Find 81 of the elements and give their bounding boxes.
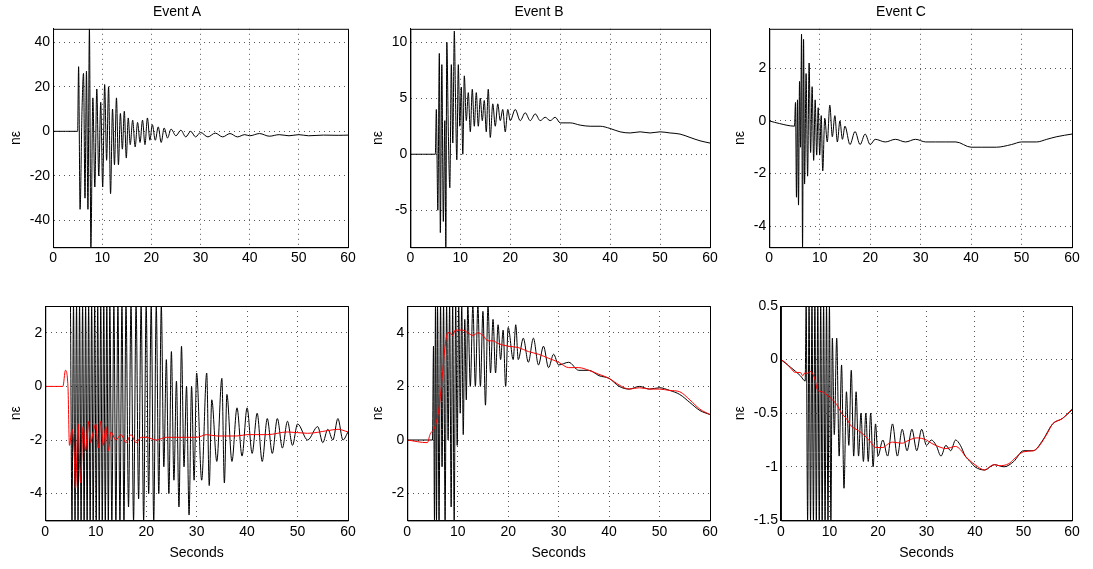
x-tick-label: 10 <box>452 249 469 266</box>
x-axis-title: Seconds <box>899 544 954 561</box>
y-tick-label: 0 <box>758 111 767 128</box>
y-tick-label: 0 <box>396 430 405 447</box>
x-tick-label: 10 <box>94 249 111 266</box>
y-tick-label: 2 <box>396 377 405 394</box>
x-tick-label: 50 <box>651 522 668 539</box>
y-tick-label: 5 <box>399 89 408 106</box>
y-tick-label: 2 <box>758 59 767 76</box>
y-tick-label: -20 <box>29 166 51 183</box>
x-tick-label: 50 <box>652 249 669 266</box>
y-axis-title: nε <box>7 130 24 146</box>
x-tick-label: 40 <box>241 249 258 266</box>
y-tick-label: -1 <box>765 457 779 474</box>
x-tick-label: 40 <box>963 249 980 266</box>
y-tick-label: 40 <box>34 33 51 50</box>
x-tick-label: 40 <box>239 522 256 539</box>
line-series <box>407 306 710 521</box>
y-tick-label: -5 <box>394 201 408 218</box>
x-tick-label: 20 <box>862 249 879 266</box>
x-tick-label: 10 <box>821 522 838 539</box>
x-tick-label: 50 <box>1013 249 1030 266</box>
y-tick-label: -4 <box>29 484 43 501</box>
x-tick-label: 30 <box>550 522 567 539</box>
x-tick-label: 60 <box>1064 522 1080 539</box>
x-tick-label: 20 <box>502 249 519 266</box>
x-tick-label: 20 <box>138 522 155 539</box>
x-tick-label: 30 <box>552 249 569 266</box>
chart-title: Event B <box>514 3 564 20</box>
y-tick-label: -4 <box>753 217 767 234</box>
y-axis-title: nε <box>369 406 386 421</box>
y-tick-label: 10 <box>391 33 408 50</box>
line-series <box>407 329 710 444</box>
line-series <box>780 306 1072 521</box>
y-tick-label: 0 <box>42 122 51 139</box>
y-tick-label: -2 <box>753 164 767 181</box>
y-axis-title: nε <box>731 130 748 146</box>
x-tick-label: 40 <box>602 249 619 266</box>
x-tick-label: 10 <box>811 249 828 266</box>
x-tick-label: 30 <box>188 522 205 539</box>
x-tick-label: 30 <box>192 249 209 266</box>
line-series <box>45 369 348 489</box>
x-tick-label: 20 <box>870 522 886 539</box>
x-tick-label: 50 <box>291 249 307 266</box>
y-tick-label: -1.5 <box>753 511 779 528</box>
x-tick-label: 60 <box>340 249 356 266</box>
x-tick-label: 40 <box>601 522 618 539</box>
y-axis-title: nε <box>731 406 748 421</box>
y-tick-label: -40 <box>29 211 51 228</box>
x-tick-label: 60 <box>1064 249 1080 266</box>
y-tick-label: 2 <box>34 323 43 340</box>
y-tick-label: -2 <box>391 484 405 501</box>
x-tick-label: 60 <box>340 522 356 539</box>
y-tick-label: 4 <box>396 323 405 340</box>
y-tick-label: 20 <box>34 77 51 94</box>
x-tick-label: 10 <box>449 522 466 539</box>
line-series <box>780 359 1072 471</box>
y-axis-title: nε <box>369 130 386 146</box>
y-tick-label: 0 <box>34 377 43 394</box>
chart-title: Event A <box>152 3 202 20</box>
x-tick-label: 20 <box>500 522 517 539</box>
x-tick-label: 20 <box>143 249 160 266</box>
x-tick-label: 50 <box>289 522 306 539</box>
line-series <box>53 28 348 248</box>
x-tick-label: 30 <box>912 249 929 266</box>
chart-title: Event C <box>876 3 926 20</box>
y-tick-label: 0 <box>770 350 779 367</box>
x-tick-label: 50 <box>1015 522 1032 539</box>
x-tick-label: 60 <box>702 522 718 539</box>
line-series <box>410 30 710 248</box>
y-tick-label: -2 <box>29 430 43 447</box>
x-tick-label: 10 <box>87 522 104 539</box>
y-axis-title: nε <box>7 406 24 421</box>
x-axis-title: Seconds <box>531 544 586 561</box>
x-axis-title: Seconds <box>169 544 224 561</box>
x-tick-label: 30 <box>918 522 935 539</box>
x-tick-label: 40 <box>967 522 983 539</box>
x-tick-label: 60 <box>702 249 718 266</box>
y-tick-label: 0 <box>399 145 408 162</box>
y-tick-label: -0.5 <box>753 404 779 421</box>
y-tick-label: 0.5 <box>758 296 779 313</box>
